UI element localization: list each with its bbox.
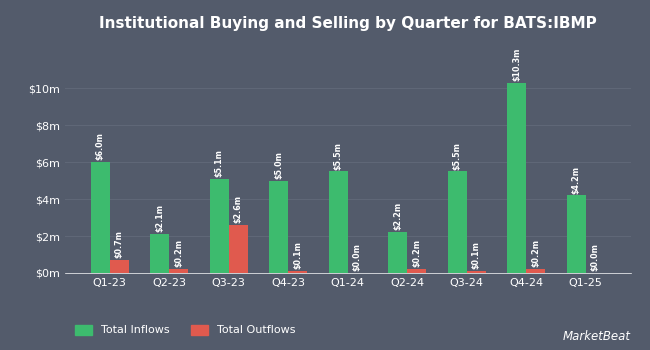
Title: Institutional Buying and Selling by Quarter for BATS:IBMP: Institutional Buying and Selling by Quar… [99,16,597,31]
Text: $5.5m: $5.5m [453,142,461,169]
Bar [388,232,408,273]
Bar [526,269,545,273]
Bar [150,234,169,273]
Text: MarketBeat: MarketBeat [562,330,630,343]
Text: $2.2m: $2.2m [393,202,402,231]
Legend: Total Inflows, Total Outflows: Total Inflows, Total Outflows [71,320,300,340]
Text: $5.0m: $5.0m [274,151,283,179]
Bar [91,162,110,273]
Text: $0.7m: $0.7m [115,230,124,258]
Bar [567,195,586,273]
Bar [448,172,467,273]
Bar [169,269,188,273]
Text: $0.2m: $0.2m [412,239,421,267]
Text: $0.1m: $0.1m [472,241,481,269]
Text: $5.1m: $5.1m [214,149,224,177]
Text: $2.6m: $2.6m [234,195,242,223]
Text: $4.2m: $4.2m [572,166,580,194]
Text: $0.0m: $0.0m [353,243,362,271]
Bar [210,179,229,273]
Bar [110,260,129,273]
Bar [408,269,426,273]
Text: $0.2m: $0.2m [531,239,540,267]
Bar [467,271,486,273]
Text: $5.5m: $5.5m [333,142,343,169]
Text: $6.0m: $6.0m [96,132,105,160]
Bar [229,225,248,273]
Text: $0.0m: $0.0m [591,243,600,271]
Text: $2.1m: $2.1m [155,204,164,232]
Bar [269,181,288,273]
Text: $0.2m: $0.2m [174,239,183,267]
Bar [507,83,526,273]
Text: $0.1m: $0.1m [293,241,302,269]
Bar [288,271,307,273]
Text: $10.3m: $10.3m [512,48,521,81]
Bar [329,172,348,273]
